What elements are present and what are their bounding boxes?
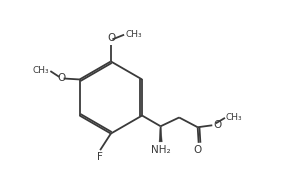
Text: CH₃: CH₃ [226,113,242,122]
Text: NH₂: NH₂ [151,145,170,155]
Text: O: O [194,145,202,155]
Text: F: F [97,152,103,162]
Text: CH₃: CH₃ [33,66,49,75]
Text: O: O [57,74,65,83]
Polygon shape [159,127,162,142]
Text: CH₃: CH₃ [125,30,142,39]
Text: O: O [107,33,115,43]
Text: O: O [214,120,222,130]
